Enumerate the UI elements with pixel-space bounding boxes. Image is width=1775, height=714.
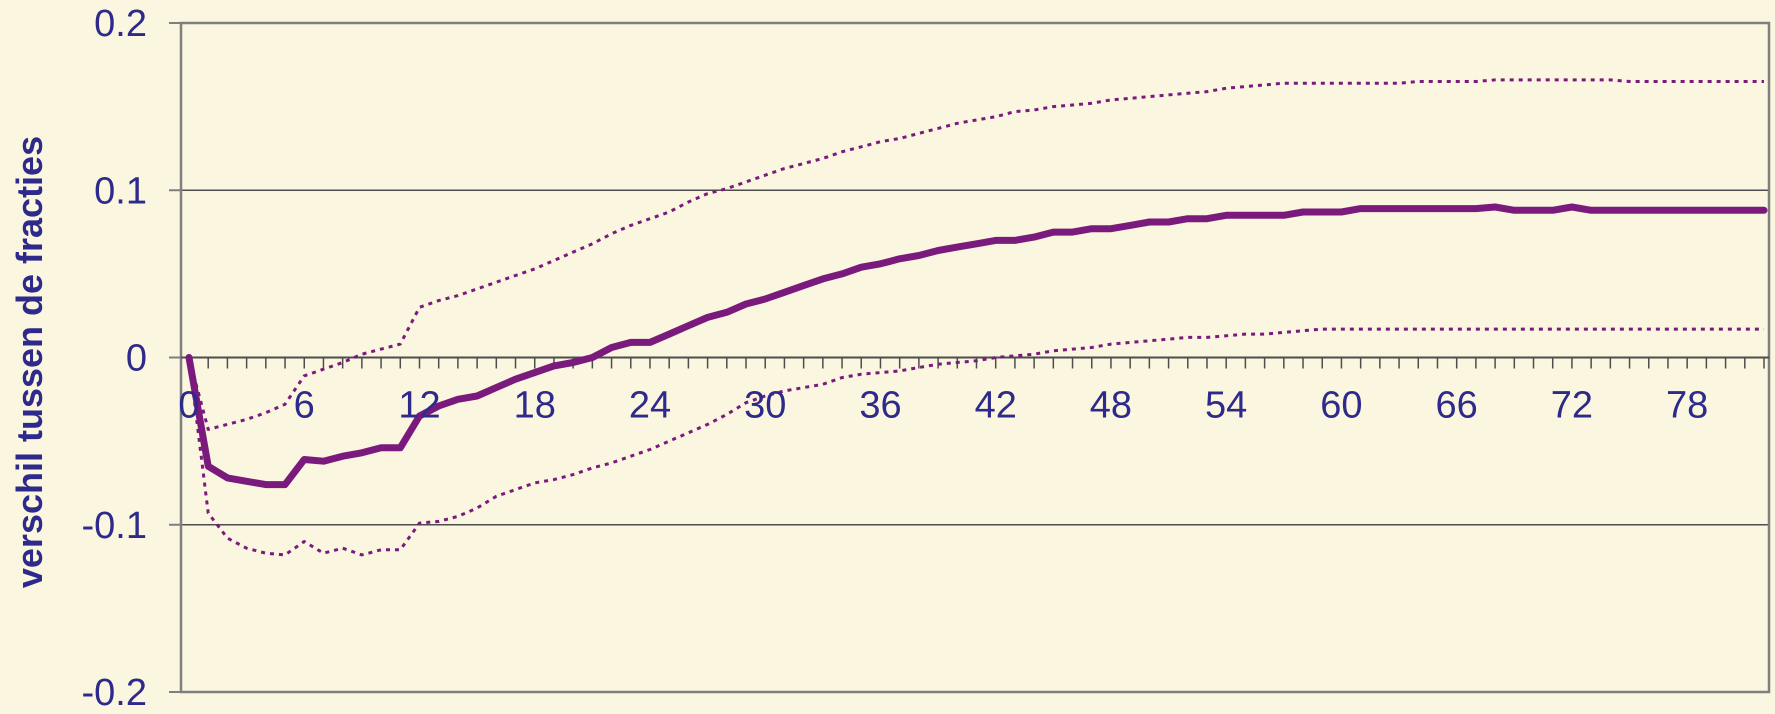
x-tick-label: 42 [975,385,1017,427]
x-tick-label: 48 [1090,385,1132,427]
y-tick-label: -0.2 [82,672,147,714]
x-tick-label: 54 [1205,385,1247,427]
axis-ticks [169,22,1765,693]
x-tick-label: 36 [859,385,901,427]
x-tick-label: 60 [1320,385,1362,427]
y-axis-title: verschil tussen de fracties [9,136,50,588]
y-tick-label: 0 [126,338,147,380]
series-lines [185,78,1768,557]
y-tick-label: 0.1 [94,170,147,212]
x-tick-label: 24 [629,385,671,427]
series-line-bound [187,78,1764,431]
x-tick-label: 6 [294,385,315,427]
y-tick-label: -0.1 [82,505,147,547]
x-tick-label: 18 [514,385,556,427]
x-tick-label: 78 [1666,385,1708,427]
x-tick-label: 72 [1551,385,1593,427]
x-tick-label: 30 [744,385,786,427]
tick-labels: 0.2 0.1 0 -0.1 -0.2 0 6 12 18 24 30 36 42 48 54 60 66 72 7… [82,3,1709,714]
x-tick-label: 66 [1436,385,1478,427]
x-tick-label: 0 [178,385,199,427]
series-line-bound [187,327,1764,557]
x-tick-label: 12 [398,385,440,427]
y-tick-label: 0.2 [94,3,147,45]
series-line-main [185,203,1768,489]
